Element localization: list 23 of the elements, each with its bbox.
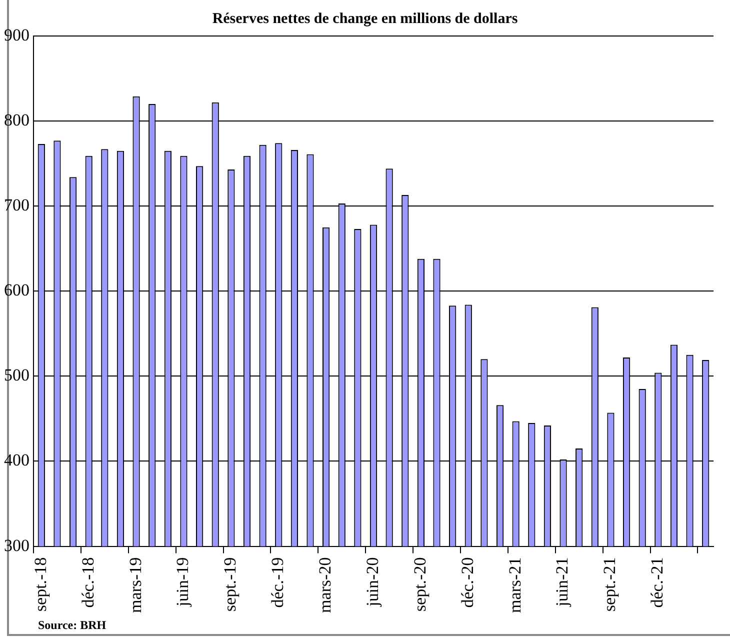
x-tick-label: déc.-21 (648, 557, 667, 608)
x-tick-label: déc.-19 (268, 557, 288, 608)
x-tick-label: juin-21 (552, 557, 572, 608)
y-tick-label: 500 (4, 366, 30, 385)
x-tick-label: sept.-20 (410, 557, 430, 612)
x-tick-label: mars-21 (505, 557, 524, 614)
x-tick-label: déc.-20 (458, 557, 477, 608)
source-note: Source: BRH (38, 618, 106, 633)
y-tick-label: 800 (4, 110, 30, 130)
y-tick-label: 700 (4, 196, 30, 215)
x-tick-label: mars-20 (316, 557, 335, 614)
x-tick-label: juin-19 (173, 557, 192, 608)
x-tick-label: déc.-18 (78, 557, 98, 608)
x-tick-label: sept.-19 (220, 557, 240, 612)
y-tick-label: 600 (4, 280, 30, 300)
y-tick-label: 300 (4, 536, 30, 555)
y-tick-label: 900 (4, 25, 30, 44)
x-tick-label: mars-19 (126, 557, 145, 614)
y-tick-label: 400 (4, 450, 30, 470)
chart-title: Réserves nettes de change en millions de dollars (212, 10, 518, 27)
x-tick-label: sept.-18 (30, 557, 50, 612)
x-tick-label: sept.-21 (600, 557, 620, 612)
x-tick-label: juin-20 (362, 557, 382, 608)
